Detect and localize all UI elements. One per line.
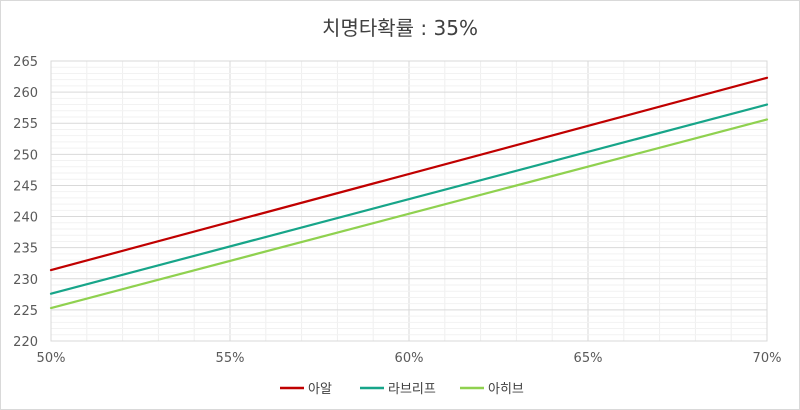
legend-label: 라브리프 [388,382,436,397]
y-tick-label: 245 [13,179,38,194]
y-tick-label: 250 [13,148,38,163]
y-tick-label: 230 [13,273,38,288]
gridlines [50,60,768,342]
series-line [49,103,769,295]
y-tick-label: 265 [13,55,38,70]
y-tick-label: 255 [13,117,38,132]
x-tick-label: 65% [574,351,603,366]
y-tick-label: 240 [13,211,38,226]
legend-label: 아알 [308,382,332,397]
series-lines [49,76,769,310]
axes: 220 225 230 235 240 245 250 255 260 265 50% 55% 60% 6… [13,55,781,366]
x-tick-label: 70% [753,351,782,366]
legend-label: 아히브 [488,382,524,397]
x-tick-label: 55% [216,351,245,366]
x-tick-label: 60% [395,351,424,366]
y-tick-label: 220 [13,335,38,350]
y-tick-label: 260 [13,86,38,101]
chart-title: 치명타확률 : 35% [322,16,478,40]
series-line [49,118,769,310]
y-tick-label: 225 [13,304,38,319]
y-tick-label: 235 [13,242,38,257]
plot-area-border [50,60,768,342]
x-tick-label: 50% [37,351,66,366]
series-line [49,76,769,272]
legend: 아알 라브리프 아히브 [280,382,524,397]
